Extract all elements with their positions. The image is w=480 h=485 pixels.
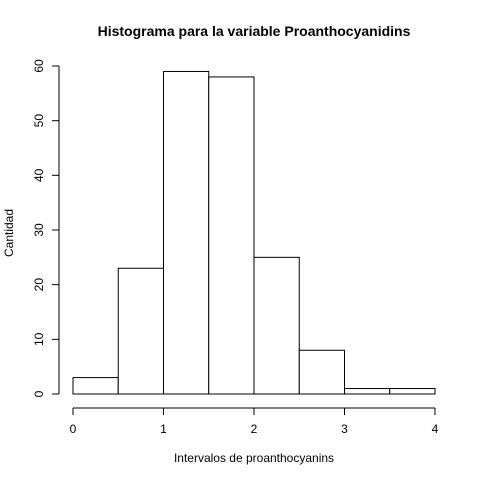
y-axis: 0 10 20 30 40 50 60 [32,59,60,397]
x-tick-label: 2 [251,422,258,436]
histogram-bars [72,70,436,395]
y-tick-label: 0 [32,390,46,397]
chart-title: Histograma para la variable Proanthocyan… [98,23,411,39]
histogram-bar-3 [208,76,255,395]
y-axis-label: Cantidad [2,209,16,257]
histogram-bar-4 [253,256,300,395]
histogram-bar-1 [117,267,164,395]
x-tick-label: 1 [160,422,167,436]
x-tick-label: 0 [70,422,77,436]
x-tick-label: 3 [341,422,348,436]
y-tick-label: 30 [32,223,46,237]
y-tick-label: 10 [32,332,46,346]
x-tick-label: 4 [432,422,439,436]
y-tick-label: 40 [32,168,46,182]
histogram-bar-5 [298,349,345,395]
histogram-bar-6 [344,388,391,395]
y-tick-label: 20 [32,278,46,292]
histogram-bar-2 [163,70,210,395]
x-axis-label: Intervalos de proanthocyanins [174,451,334,465]
x-axis: 0 1 2 3 4 [70,407,439,436]
histogram-bar-7 [389,388,436,395]
histogram-bar-0 [72,377,119,395]
y-tick-label: 60 [32,59,46,73]
y-tick-label: 50 [32,114,46,128]
